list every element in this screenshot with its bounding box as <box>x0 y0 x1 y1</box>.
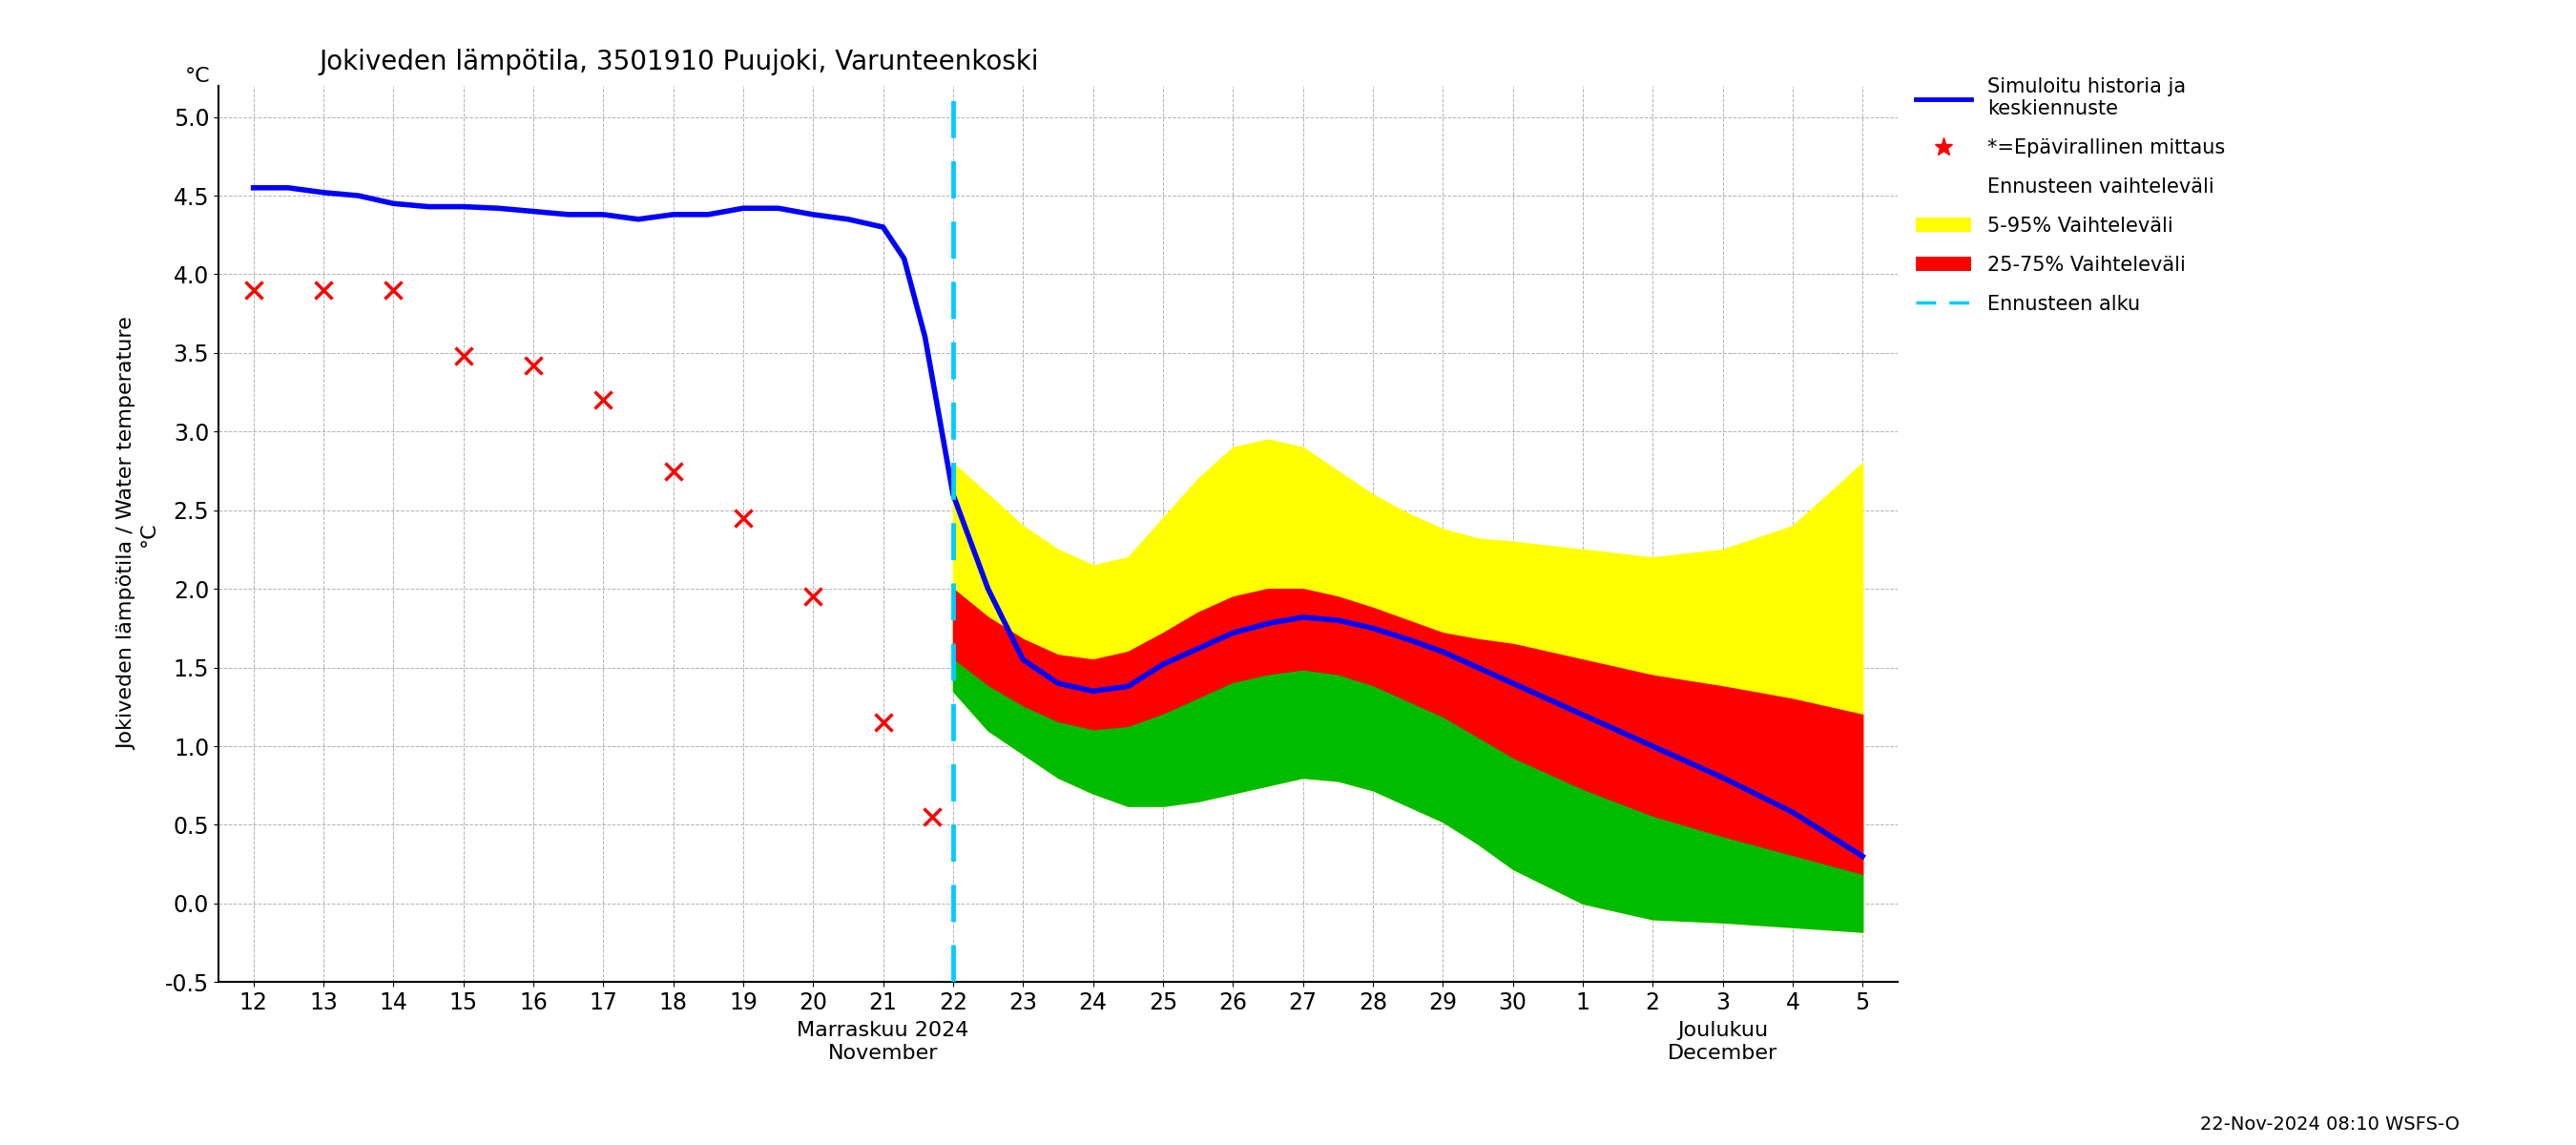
Y-axis label: Jokiveden lämpötila / Water temperature
°C: Jokiveden lämpötila / Water temperature … <box>118 317 160 750</box>
Legend: Simuloitu historia ja
keskiennuste, *=Epävirallinen mittaus, Ennusteen vaihtelev: Simuloitu historia ja keskiennuste, *=Ep… <box>1917 78 2226 314</box>
Text: °C: °C <box>185 66 211 86</box>
Text: Jokiveden lämpötila, 3501910 Puujoki, Varunteenkoski: Jokiveden lämpötila, 3501910 Puujoki, Va… <box>319 48 1038 76</box>
Text: 22-Nov-2024 08:10 WSFS-O: 22-Nov-2024 08:10 WSFS-O <box>2200 1115 2460 1134</box>
Text: Joulukuu
December: Joulukuu December <box>1667 1021 1777 1063</box>
Text: Marraskuu 2024
November: Marraskuu 2024 November <box>796 1021 969 1063</box>
